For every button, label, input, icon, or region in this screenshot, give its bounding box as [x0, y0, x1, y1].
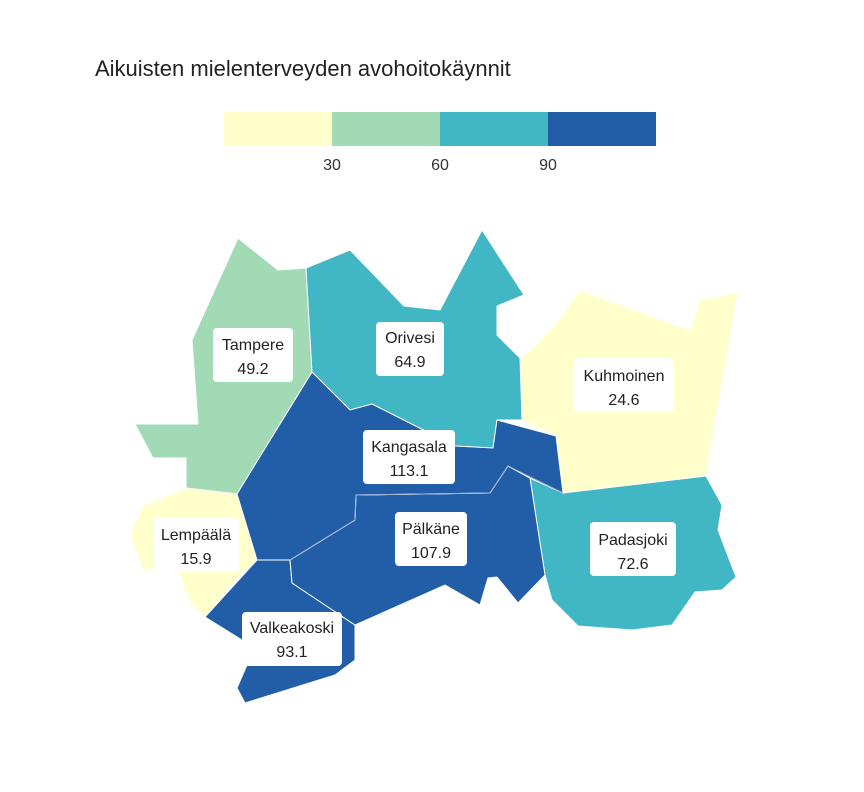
region-name: Kuhmoinen	[584, 368, 665, 385]
label-tampere: Tampere 49.2	[213, 328, 293, 382]
legend-swatch-3	[440, 112, 548, 146]
label-valkeakoski: Valkeakoski 93.1	[242, 612, 342, 666]
region-value: 15.9	[180, 551, 211, 568]
legend-swatch-4	[548, 112, 656, 146]
region-value: 113.1	[390, 463, 429, 480]
legend-swatch-1	[224, 112, 332, 146]
legend-tick-60: 60	[431, 157, 449, 174]
label-kuhmoinen: Kuhmoinen 24.6	[574, 358, 674, 412]
region-value: 107.9	[411, 545, 451, 562]
region-name: Valkeakoski	[250, 620, 334, 637]
map-title: Aikuisten mielenterveyden avohoitokäynni…	[95, 56, 511, 81]
region-value: 49.2	[237, 361, 268, 378]
region-value: 64.9	[394, 354, 425, 371]
legend-tick-30: 30	[323, 157, 341, 174]
region-name: Orivesi	[385, 330, 435, 347]
region-name: Pälkäne	[402, 521, 460, 538]
label-orivesi: Orivesi 64.9	[376, 322, 444, 376]
label-kangasala: Kangasala 113.1	[363, 430, 455, 484]
region-name: Padasjoki	[598, 532, 667, 549]
label-padasjoki: Padasjoki 72.6	[590, 522, 676, 576]
legend-swatch-2	[332, 112, 440, 146]
region-value: 24.6	[608, 392, 639, 409]
region-name: Tampere	[222, 337, 284, 354]
region-name: Kangasala	[371, 439, 447, 456]
region-name: Lempäälä	[161, 527, 231, 544]
label-palkane: Pälkäne 107.9	[395, 512, 467, 566]
border-kangasala-palkane	[289, 465, 564, 561]
region-labels: Tampere 49.2 Orivesi 64.9 Kuhmoinen 24.6…	[153, 322, 676, 666]
region-value: 72.6	[617, 556, 648, 573]
region-value: 93.1	[276, 644, 307, 661]
label-lempaala: Lempäälä 15.9	[153, 518, 239, 572]
legend-tick-90: 90	[539, 157, 557, 174]
color-legend: 30 60 90	[224, 112, 656, 174]
